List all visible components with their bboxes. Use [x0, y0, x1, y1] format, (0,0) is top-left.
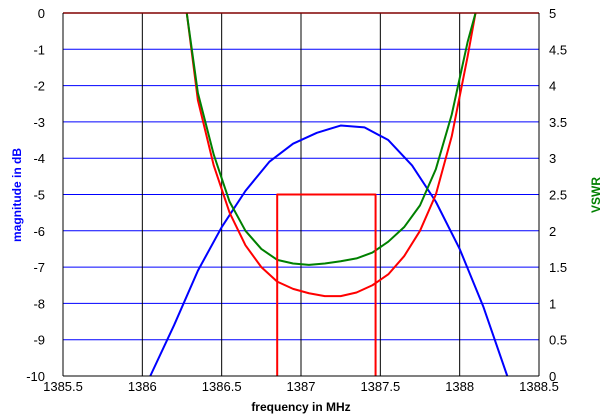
y2-tick-label: 3.5 [549, 115, 567, 130]
y2-axis-label: VSWR [589, 177, 603, 213]
x-tick-label: 1386 [128, 379, 157, 394]
y2-tick-label: 4.5 [549, 42, 567, 57]
y-tick-label: -2 [33, 79, 45, 94]
x-tick-label: 1388 [445, 379, 474, 394]
plot-frame [62, 12, 540, 377]
y-tick-label: -1 [33, 42, 45, 57]
y-tick-label: -4 [33, 151, 45, 166]
y2-tick-label: 1 [549, 296, 556, 311]
y-tick-label: -8 [33, 296, 45, 311]
x-tick-label: 1387 [287, 379, 316, 394]
y-tick-label: -5 [33, 188, 45, 203]
series-line-2 [185, 12, 477, 298]
y-tick-label: -3 [33, 115, 45, 130]
series-line-3 [185, 12, 477, 266]
series-line-4 [276, 193, 377, 376]
y2-tick-label: 3 [549, 151, 556, 166]
x-tick-label: 1387.5 [360, 379, 400, 394]
x-tick-label: 1386.5 [202, 379, 242, 394]
y2-tick-label: 0.5 [549, 333, 567, 348]
x-tick-label: 1385.5 [43, 379, 83, 394]
x-axis-label: frequency in MHz [251, 400, 350, 414]
y-tick-label: 0 [38, 6, 45, 21]
y2-tick-label: 2.5 [549, 188, 567, 203]
y2-tick-label: 1.5 [549, 260, 567, 275]
y-axis-label: magnitude in dB [10, 148, 24, 242]
series-line-1 [149, 124, 509, 377]
y-tick-label: -10 [26, 369, 45, 384]
series [149, 12, 509, 377]
y-tick-label: -6 [33, 224, 45, 239]
y-tick-label: -7 [33, 260, 45, 275]
y2-tick-label: 4 [549, 79, 556, 94]
y2-tick-label: 5 [549, 6, 556, 21]
ticks: 1385.5 1386 1386.5 1387 1387.5 1388 1388.50-1-… [26, 6, 567, 394]
y2-tick-label: 2 [549, 224, 556, 239]
y2-tick-label: 0 [549, 369, 556, 384]
x-tick-label: 1388.5 [519, 379, 559, 394]
y-tick-label: -9 [33, 333, 45, 348]
